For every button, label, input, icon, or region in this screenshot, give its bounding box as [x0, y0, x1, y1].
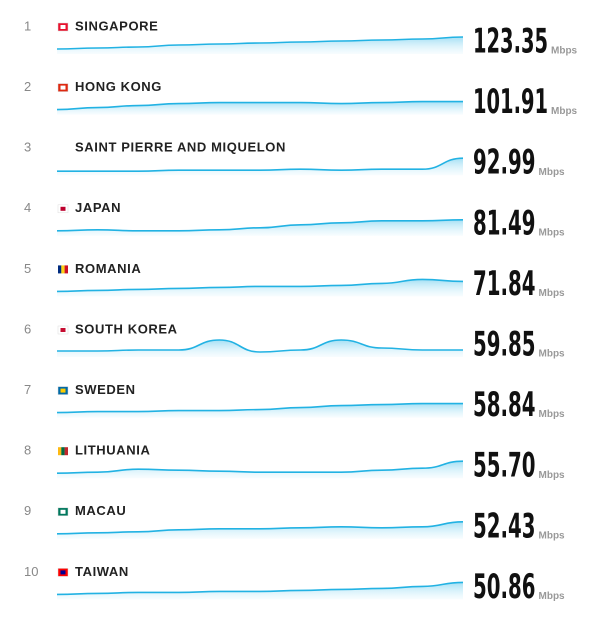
sparkline [57, 157, 464, 172]
flag-part [60, 206, 66, 211]
rank: 8 [24, 443, 31, 458]
country: SAINT PIERRE AND MIQUELON [75, 140, 286, 155]
flag-part [61, 447, 65, 456]
flag [57, 325, 69, 335]
rank: 5 [24, 261, 31, 276]
flag-part [58, 447, 62, 456]
speed: 123.35 [473, 22, 548, 62]
rank: 2 [24, 79, 31, 94]
flag [57, 22, 69, 32]
country: JAPAN [75, 200, 121, 215]
sparkline-area [57, 461, 463, 479]
sparkline [56, 278, 464, 293]
flag [58, 447, 68, 456]
flag-part [60, 388, 66, 393]
sparkline-area [57, 403, 463, 418]
flag-part [58, 265, 62, 274]
country: SINGAPORE [75, 18, 158, 33]
unit: Mbps [539, 288, 566, 299]
unit: Mbps [539, 409, 566, 420]
flag [57, 568, 69, 577]
unit: Mbps [539, 591, 566, 602]
unit: Mbps [551, 106, 578, 117]
sparkline-area [57, 279, 463, 297]
flag [57, 83, 69, 92]
flag-part [60, 570, 66, 575]
unit: Mbps [539, 167, 566, 178]
sparkline-area [57, 521, 463, 539]
sparkline [56, 219, 464, 232]
speed: 92.99 [473, 143, 536, 183]
speed: 71.84 [473, 264, 536, 304]
flag-part [61, 265, 65, 274]
flag [57, 386, 69, 395]
sparkline [56, 581, 464, 596]
country: HONG KONG [75, 79, 162, 94]
flag-part [60, 328, 66, 332]
country: TAIWAN [75, 564, 129, 579]
country: MACAU [75, 503, 126, 518]
speed: 101.91 [473, 82, 548, 122]
unit: Mbps [539, 470, 566, 481]
rank: 4 [24, 200, 31, 215]
rank: 6 [24, 321, 31, 336]
speed: 81.49 [473, 203, 536, 243]
rank: 7 [24, 382, 31, 397]
sparkline [56, 402, 463, 414]
sparkline-area [57, 158, 463, 176]
unit: Mbps [539, 349, 566, 360]
sparkline [56, 339, 463, 353]
country: SOUTH KOREA [75, 321, 178, 336]
flag-part [64, 265, 68, 274]
unit: Mbps [539, 530, 566, 541]
speed: 55.70 [473, 446, 536, 486]
speed: 50.86 [473, 567, 536, 607]
rank: 10 [24, 564, 38, 579]
rank: 9 [24, 503, 31, 518]
flag-part [64, 447, 68, 456]
country: ROMANIA [75, 261, 141, 276]
rank: 3 [24, 140, 31, 155]
unit: Mbps [551, 46, 578, 57]
sparkline [56, 521, 464, 535]
flag-part [60, 85, 66, 90]
sparkline-area [57, 582, 463, 600]
country: SWEDEN [75, 382, 136, 397]
flag [57, 507, 69, 517]
speed: 58.84 [473, 385, 536, 425]
flag-part [60, 25, 66, 29]
flag [58, 265, 68, 274]
flag-part [60, 509, 66, 514]
speed: 59.85 [473, 325, 536, 365]
unit: Mbps [539, 227, 566, 238]
rank: 1 [24, 18, 31, 33]
sparkline [56, 36, 464, 50]
country: LITHUANIA [75, 443, 150, 458]
speed: 52.43 [473, 506, 536, 546]
sparkline [56, 100, 463, 111]
sparkline-area [57, 101, 463, 115]
sparkline [56, 460, 464, 474]
flag [57, 204, 69, 214]
